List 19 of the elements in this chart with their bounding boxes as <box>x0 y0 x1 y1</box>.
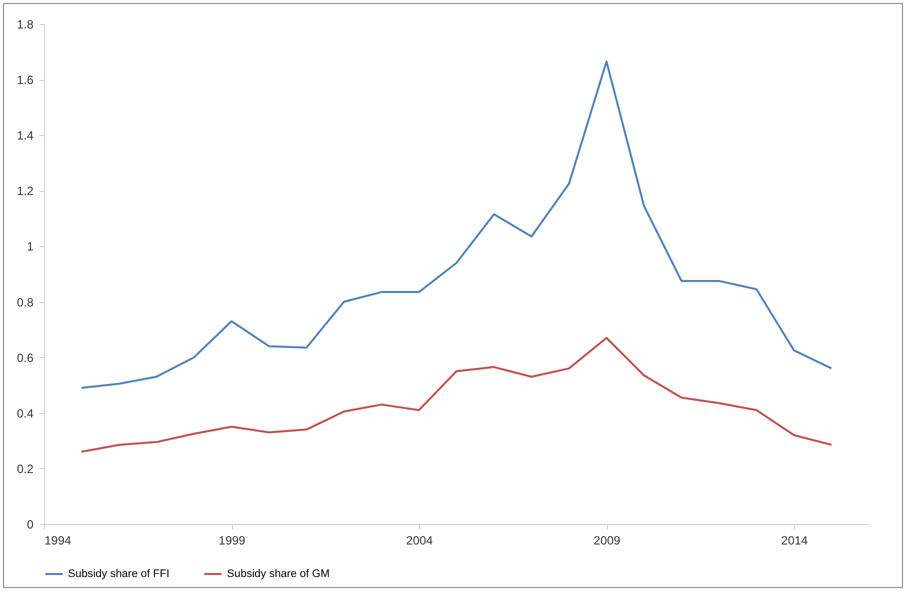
y-tick-label: 0.6 <box>16 350 34 365</box>
x-tick-label: 2014 <box>781 534 808 548</box>
y-tick-label: 0.2 <box>16 462 34 476</box>
line-series <box>80 60 832 389</box>
y-tick-label: 1.8 <box>16 18 34 32</box>
line-series <box>80 336 832 453</box>
x-tick-label: 2004 <box>406 534 434 548</box>
legend-label: Subsidy share of GM <box>227 568 330 580</box>
y-tick-label: 0 <box>26 518 34 532</box>
x-tick-label: 2009 <box>594 534 621 548</box>
x-tick-label: 1994 <box>44 534 72 548</box>
y-tick-label: 1 <box>26 240 34 254</box>
y-tick-label: 0.8 <box>16 295 34 310</box>
y-tick-label: 1.4 <box>16 128 34 143</box>
y-tick-label: 0.4 <box>16 406 34 420</box>
y-tick-label: 1.2 <box>16 184 34 198</box>
y-tick-label: 1.6 <box>16 73 34 88</box>
legend-label: Subsidy share of FFI <box>68 568 170 580</box>
x-tick-label: 1999 <box>218 534 246 548</box>
